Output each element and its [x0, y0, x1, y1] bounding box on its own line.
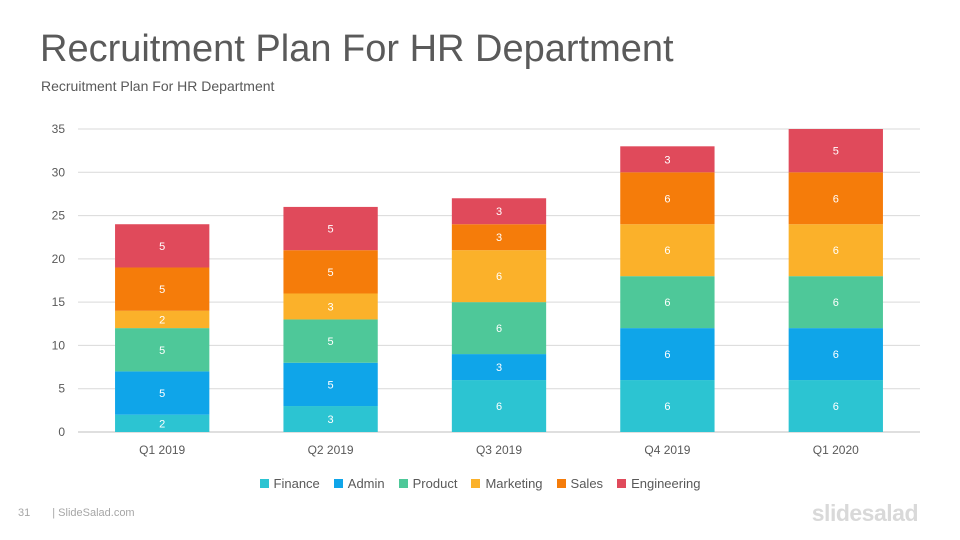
- data-label: 5: [328, 267, 334, 279]
- legend-swatch: [556, 479, 566, 488]
- legend-swatch: [471, 479, 481, 488]
- bar-segment-engineering: [115, 224, 210, 268]
- bar-segment-marketing: [283, 293, 378, 320]
- bar-segment-finance: [451, 380, 547, 432]
- legend-swatch: [259, 479, 269, 488]
- bar-segment-marketing: [788, 224, 883, 277]
- legend-label: Admin: [347, 476, 385, 491]
- legend-label: Engineering: [631, 476, 701, 491]
- data-label: 5: [159, 241, 165, 253]
- bar-segment-marketing: [620, 224, 715, 277]
- data-label: 6: [833, 245, 839, 257]
- y-tick-label: 25: [52, 209, 66, 223]
- bar-segment-sales: [620, 172, 715, 225]
- slide-title: Recruitment Plan For HR Department: [40, 28, 674, 70]
- legend-label: Finance: [273, 476, 320, 491]
- data-label: 6: [833, 193, 839, 205]
- page-number: 31: [18, 507, 31, 519]
- chart-legend: Finance Admin Product Marketing Sales Enginee…: [0, 476, 960, 491]
- data-label: 5: [328, 224, 334, 236]
- brand-logo: slidesalad: [811, 500, 919, 526]
- bar-segment-finance: [788, 380, 883, 432]
- legend-swatch: [398, 479, 408, 488]
- data-label: 5: [159, 388, 165, 400]
- x-tick-label: Q2 2019: [308, 443, 354, 457]
- legend-swatch: [333, 479, 343, 488]
- bar-segment-admin: [620, 328, 715, 381]
- footer: 31 | SlideSalad.com: [18, 507, 135, 519]
- data-label: 5: [833, 146, 839, 158]
- data-label: 6: [496, 323, 502, 335]
- bar-segment-product: [451, 302, 547, 355]
- data-label: 5: [328, 379, 334, 391]
- data-label: 3: [496, 232, 502, 244]
- bar-segment-marketing: [115, 310, 210, 329]
- bar-segment-product: [620, 276, 715, 329]
- legend-label: Sales: [570, 476, 604, 491]
- data-label: 6: [833, 401, 839, 413]
- slide-subtitle: Recruitment Plan For HR Department: [41, 78, 275, 94]
- bar-segment-admin: [115, 371, 210, 415]
- data-label: 6: [664, 245, 670, 257]
- data-label: 3: [496, 206, 502, 218]
- bar-segment-engineering: [283, 206, 378, 251]
- x-tick-label: Q4 2019: [644, 443, 690, 457]
- data-label: 6: [496, 271, 502, 283]
- data-label: 3: [496, 362, 502, 374]
- data-label: 5: [328, 336, 334, 348]
- data-label: 6: [833, 297, 839, 309]
- legend-item-marketing: Marketing: [471, 476, 543, 491]
- data-label: 2: [159, 418, 165, 430]
- legend-item-sales: Sales: [556, 476, 604, 491]
- data-label: 6: [664, 349, 670, 361]
- y-tick-label: 0: [58, 425, 65, 439]
- data-label: 5: [159, 284, 165, 296]
- data-label: 6: [833, 349, 839, 361]
- x-tick-label: Q1 2020: [813, 443, 859, 457]
- bar-segment-sales: [115, 267, 210, 311]
- x-tick-label: Q3 2019: [476, 443, 522, 457]
- legend-label: Marketing: [485, 476, 543, 491]
- bar-segment-finance: [115, 414, 210, 432]
- data-label: 6: [664, 193, 670, 205]
- bar-segment-engineering: [451, 198, 547, 225]
- data-label: 6: [664, 401, 670, 413]
- data-label: 6: [664, 297, 670, 309]
- bar-segment-product: [115, 328, 210, 372]
- bar-segment-admin: [283, 362, 378, 407]
- bar-segment-marketing: [451, 250, 547, 303]
- bar-segment-engineering: [788, 129, 883, 173]
- legend-item-admin: Admin: [333, 476, 385, 491]
- y-tick-label: 5: [58, 382, 65, 396]
- bar-segment-admin: [451, 354, 547, 381]
- bar-segment-finance: [620, 380, 715, 432]
- y-tick-label: 20: [52, 252, 66, 266]
- y-tick-label: 10: [52, 338, 66, 352]
- bar-segment-sales: [283, 250, 378, 294]
- bar-segment-product: [283, 319, 378, 363]
- data-label: 3: [664, 154, 670, 166]
- bar-segment-admin: [788, 328, 883, 381]
- legend-item-finance: Finance: [259, 476, 320, 491]
- y-tick-label: 15: [52, 295, 66, 309]
- data-label: 3: [328, 414, 334, 426]
- y-tick-label: 35: [52, 122, 66, 136]
- legend-label: Product: [412, 476, 458, 491]
- data-label: 2: [159, 314, 165, 326]
- legend-swatch: [617, 479, 627, 488]
- bar-segment-sales: [451, 224, 547, 251]
- data-label: 5: [159, 345, 165, 357]
- x-tick-label: Q1 2019: [139, 443, 185, 457]
- bar-segment-product: [788, 276, 883, 329]
- y-tick-label: 30: [52, 165, 66, 179]
- legend-item-product: Product: [398, 476, 458, 491]
- legend-item-engineering: Engineering: [617, 476, 700, 491]
- data-label: 3: [328, 301, 334, 313]
- bar-segment-sales: [788, 172, 883, 225]
- bar-segment-finance: [283, 406, 378, 432]
- data-label: 6: [496, 401, 502, 413]
- footer-text: | SlideSalad.com: [52, 507, 135, 519]
- bar-segment-engineering: [620, 146, 715, 173]
